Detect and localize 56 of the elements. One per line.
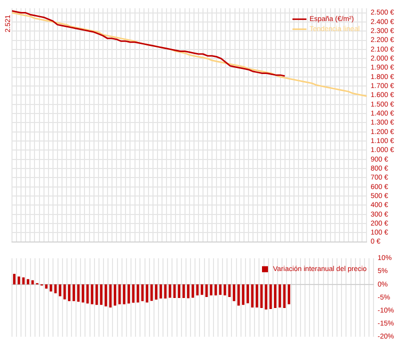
bar — [173, 284, 176, 298]
bar — [200, 284, 204, 295]
bar — [150, 284, 153, 301]
bar — [251, 284, 254, 308]
bar — [77, 284, 80, 302]
bar — [104, 284, 108, 306]
bar — [187, 284, 190, 298]
bar — [246, 284, 249, 304]
bar — [50, 284, 52, 292]
bar — [22, 277, 25, 284]
bar — [205, 284, 208, 297]
bar — [72, 284, 76, 302]
bar — [141, 284, 144, 302]
bar — [18, 276, 20, 284]
bar — [86, 284, 89, 304]
bar — [31, 280, 34, 284]
bar — [232, 284, 236, 302]
bar — [283, 284, 286, 308]
bar — [109, 284, 112, 308]
bar — [274, 284, 276, 308]
bar — [278, 284, 282, 308]
bar — [122, 284, 126, 304]
bar — [228, 284, 231, 297]
bar — [192, 284, 194, 298]
bar — [264, 284, 268, 310]
bar — [26, 279, 30, 284]
bar — [178, 284, 180, 298]
bar — [214, 284, 217, 296]
bar — [82, 284, 84, 302]
bar — [237, 284, 240, 306]
bar — [63, 284, 66, 300]
bar — [164, 284, 167, 299]
bar — [45, 284, 48, 289]
bar — [182, 284, 185, 298]
bar — [224, 284, 226, 296]
bar — [269, 284, 272, 310]
bar — [160, 284, 162, 299]
bar — [196, 284, 199, 296]
bar — [210, 284, 212, 296]
bar — [288, 284, 290, 304]
bar — [168, 284, 172, 298]
bar — [68, 284, 70, 302]
bar — [13, 274, 16, 284]
bar — [118, 284, 121, 304]
bar — [136, 284, 140, 302]
bar — [58, 284, 62, 296]
bar — [146, 284, 148, 302]
bar — [95, 284, 98, 305]
bar — [132, 284, 135, 303]
bar — [242, 284, 244, 305]
bar — [219, 284, 222, 295]
bar — [100, 284, 103, 305]
bar — [256, 284, 258, 308]
bar — [128, 284, 130, 304]
bar — [90, 284, 94, 304]
bar — [154, 284, 158, 300]
